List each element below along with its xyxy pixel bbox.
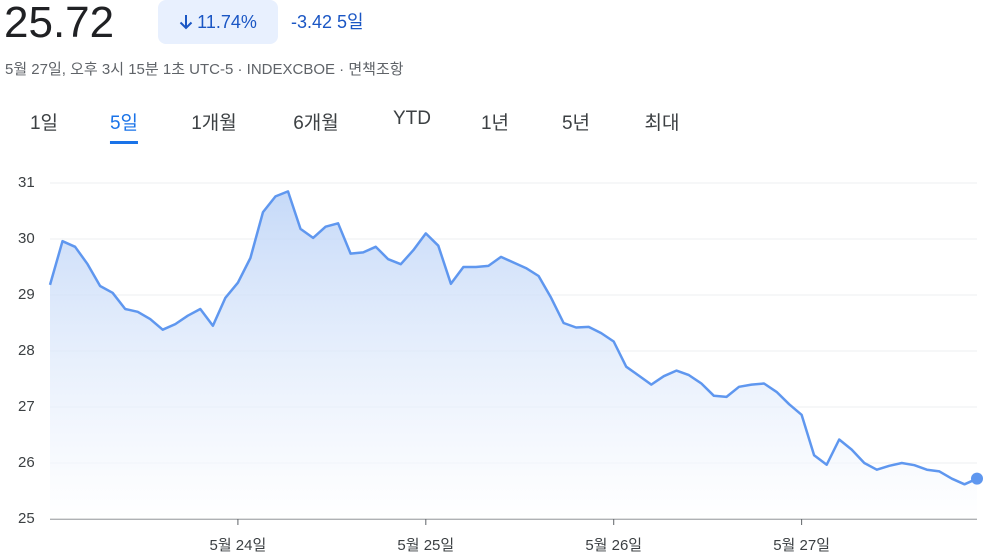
change-badge: 11.74% xyxy=(158,0,278,44)
change: -3.42 5일 xyxy=(291,8,364,34)
range-tab[interactable]: 1개월 xyxy=(191,113,237,134)
range-tab[interactable]: 최대 xyxy=(644,113,680,134)
range-tab[interactable]: 1일 xyxy=(29,113,59,134)
change-period: 5일 xyxy=(337,12,364,32)
x-tick-label: 5월 27일 xyxy=(773,537,830,554)
y-tick-label: 30 xyxy=(18,230,35,247)
change-percent: 11.74% xyxy=(197,11,257,32)
x-tick-label: 5월 25일 xyxy=(397,537,454,554)
area xyxy=(50,191,977,519)
change-value: -3.42 xyxy=(291,12,333,32)
price-line xyxy=(48,190,978,486)
y-tick-label: 28 xyxy=(18,342,35,359)
range-tabs: 1일 5일 1개월 6개월 YTD 1년 5년 최대 xyxy=(0,108,700,144)
y-tick-label: 29 xyxy=(18,286,35,303)
y-tick-label: 31 xyxy=(18,174,35,191)
x-tick-label: 5월 24일 xyxy=(210,537,267,554)
y-tick-label: 26 xyxy=(18,454,35,471)
range-tab[interactable]: YTD xyxy=(393,108,431,129)
range-tab[interactable]: 5년 xyxy=(561,113,591,134)
x-tick-label: 5월 26일 xyxy=(585,537,642,554)
y-tick-label: 27 xyxy=(18,398,35,415)
down-arrow-icon xyxy=(179,15,193,30)
y-tick-label: 25 xyxy=(18,510,35,527)
range-tab[interactable]: 6개월 xyxy=(293,113,339,134)
subtitle: 5월 27일, 오후 3시 15분 1초 UTC-5 · INDEXCBOE ·… xyxy=(5,61,404,78)
range-tab[interactable]: 5일 xyxy=(109,108,139,144)
price: 25.72 xyxy=(4,0,115,47)
range-tab[interactable]: 1년 xyxy=(480,113,510,134)
last-point xyxy=(971,472,983,485)
